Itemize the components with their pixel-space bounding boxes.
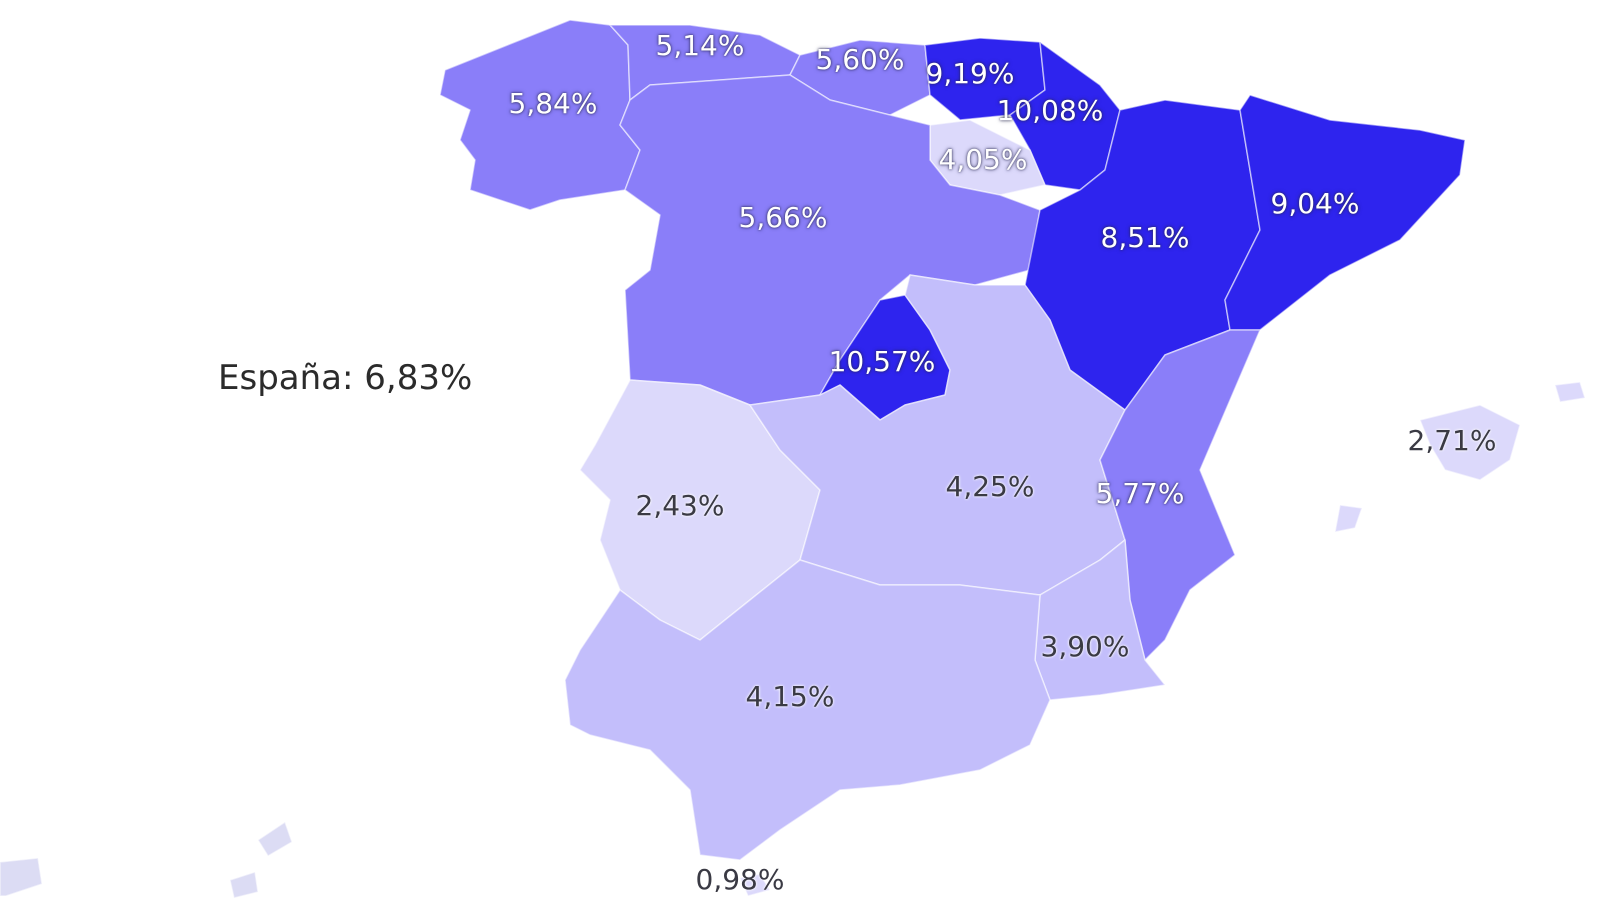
label-cataluna: 9,04% <box>1270 187 1360 220</box>
national-total-label: España: 6,83% <box>218 358 473 398</box>
region-canarias-1 <box>257 821 293 857</box>
region-ibiza <box>1334 504 1363 533</box>
region-andalucia <box>564 559 1051 861</box>
label-valencia: 5,77% <box>1095 477 1185 510</box>
label-pais-vasco: 9,19% <box>925 57 1015 90</box>
region-menorca <box>1554 381 1586 403</box>
region-navarra <box>1009 41 1121 191</box>
region-baleares <box>1419 404 1521 481</box>
label-murcia: 3,90% <box>1040 630 1130 663</box>
label-extremadura: 2,43% <box>635 489 725 522</box>
region-valencia <box>1099 329 1261 661</box>
label-castilla-la-mancha: 4,25% <box>945 470 1035 503</box>
label-navarra: 10,08% <box>996 94 1104 127</box>
label-aragon: 8,51% <box>1100 221 1190 254</box>
label-baleares: 2,71% <box>1407 424 1497 457</box>
label-cantabria: 5,60% <box>815 43 905 76</box>
label-madrid: 10,57% <box>828 345 936 378</box>
region-canarias-2 <box>229 871 259 899</box>
region-ceuta <box>739 873 771 897</box>
label-la-rioja: 4,05% <box>938 143 1028 176</box>
label-galicia: 5,84% <box>508 87 598 120</box>
label-asturias: 5,14% <box>655 29 745 62</box>
label-andalucia: 4,15% <box>745 680 835 713</box>
label-castilla-leon: 5,66% <box>738 201 828 234</box>
region-canarias-3 <box>0 857 43 897</box>
label-ceuta: 0,98% <box>695 863 785 896</box>
region-cataluna <box>1224 94 1466 331</box>
